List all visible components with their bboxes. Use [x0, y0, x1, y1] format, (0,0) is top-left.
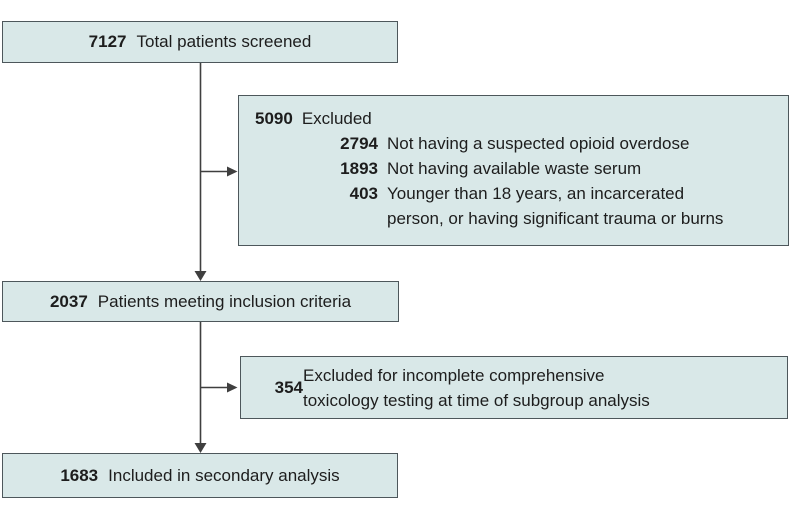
excluded-reason-row: 2794 Not having a suspected opioid overd… [255, 131, 778, 156]
box-secondary-analysis: 1683 Included in secondary analysis [2, 453, 398, 498]
arrow-branch-excluded-primary [200, 166, 238, 177]
arrow-screened-to-inclusion [194, 63, 207, 281]
count-secondary-analysis: 1683 [60, 465, 99, 485]
box-inclusion-criteria: 2037 Patients meeting inclusion criteria [2, 281, 399, 322]
label-age-incarcerated-trauma: Younger than 18 years, an incarcerated p… [387, 184, 724, 228]
box-total-screened: 7127 Total patients screened [2, 21, 398, 63]
arrow-inclusion-to-secondary [194, 322, 207, 453]
label-no-waste-serum: Not having available waste serum [387, 159, 642, 178]
excluded-reason-row: 1893 Not having available waste serum [255, 156, 778, 181]
label-inclusion-criteria: Patients meeting inclusion criteria [97, 291, 352, 311]
excluded-primary-header: 5090 Excluded [255, 106, 778, 131]
count-age-incarcerated-trauma: 403 [349, 184, 378, 203]
count-excluded-secondary: 354 [274, 378, 303, 397]
count-no-opioid-overdose: 2794 [340, 134, 378, 153]
label-secondary-analysis: Included in secondary analysis [108, 465, 340, 485]
label-no-opioid-overdose: Not having a suspected opioid overdose [387, 134, 690, 153]
label-excluded-primary: Excluded [301, 109, 372, 128]
box-excluded-primary: 5090 Excluded 2794 Not having a suspecte… [238, 95, 789, 246]
excluded-reason-row: 403 Younger than 18 years, an incarcerat… [255, 181, 778, 231]
count-no-waste-serum: 1893 [340, 159, 378, 178]
label-excluded-secondary: Excluded for incomplete comprehensive to… [303, 365, 650, 410]
count-excluded-primary: 5090 [255, 109, 293, 128]
arrow-branch-excluded-secondary [200, 382, 238, 393]
count-total-screened: 7127 [88, 32, 127, 51]
box-excluded-secondary: 354 Excluded for incomplete comprehensiv… [240, 356, 788, 419]
count-inclusion-criteria: 2037 [49, 291, 88, 311]
label-total-screened: Total patients screened [136, 32, 312, 51]
